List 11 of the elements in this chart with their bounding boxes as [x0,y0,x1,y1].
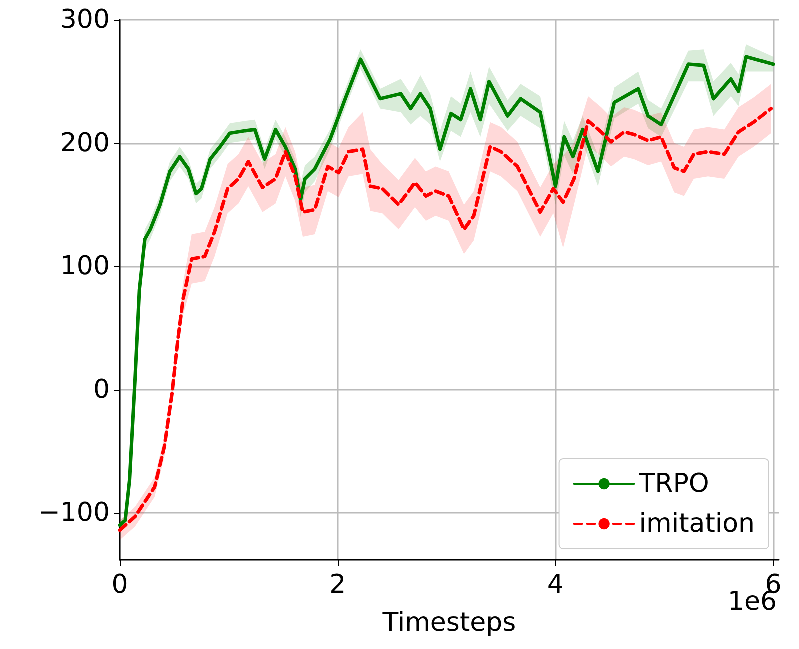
x-tick-label: 4 [547,570,564,600]
y-tick-label: −100 [38,498,110,528]
x-axis-title: Timesteps [382,608,516,638]
legend-label: imitation [639,509,756,539]
y-tick-label: 300 [60,5,110,35]
y-tick-label: 100 [60,252,110,282]
legend-label: TRPO [638,469,710,499]
x-tick-label: 0 [112,570,128,600]
y-tick-label: 200 [60,128,110,158]
y-tick-label: 0 [93,374,110,405]
x-tick-label: 2 [330,570,346,600]
